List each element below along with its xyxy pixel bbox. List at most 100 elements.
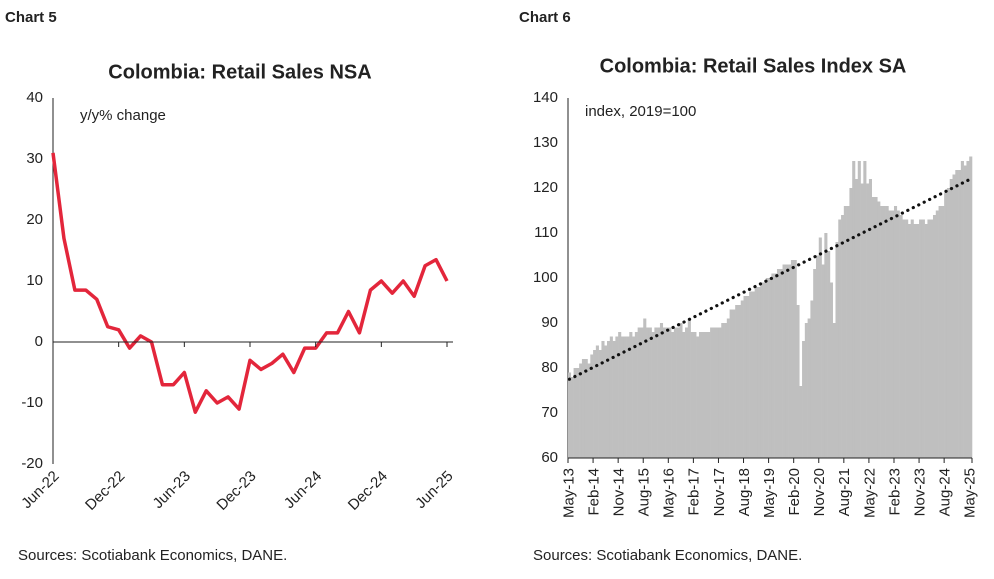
bar xyxy=(573,368,577,458)
bar xyxy=(955,170,959,458)
bar xyxy=(907,224,912,458)
source: Sources: Scotiabank Economics, DANE. xyxy=(18,547,287,564)
bar xyxy=(659,323,664,458)
y-tick-label: 60 xyxy=(541,449,558,466)
bar xyxy=(679,323,683,458)
bar xyxy=(693,332,697,458)
bar xyxy=(732,309,736,458)
bar xyxy=(673,327,677,458)
bar xyxy=(779,269,783,458)
bar xyxy=(857,161,861,458)
bar xyxy=(960,161,964,458)
bar xyxy=(774,273,778,458)
bar xyxy=(824,233,828,458)
x-tick-label: Feb-14 xyxy=(585,468,602,516)
bar xyxy=(581,359,586,458)
bar xyxy=(841,215,845,458)
bar xyxy=(913,224,917,458)
bar xyxy=(634,332,638,458)
bar xyxy=(765,278,769,458)
bar xyxy=(921,219,925,458)
bar xyxy=(749,291,753,458)
bar xyxy=(654,327,658,458)
bar xyxy=(696,336,700,458)
bar xyxy=(726,318,730,458)
bar xyxy=(712,327,716,458)
bar xyxy=(866,183,870,458)
bar xyxy=(570,377,574,458)
bar xyxy=(829,282,833,458)
bar xyxy=(790,260,794,458)
bar xyxy=(827,251,831,458)
bar xyxy=(958,170,962,458)
x-tick-label: Aug-21 xyxy=(836,468,853,516)
bar xyxy=(810,300,814,458)
bar xyxy=(946,188,951,458)
bar xyxy=(609,336,613,458)
bar xyxy=(860,183,864,458)
bar xyxy=(646,327,650,458)
bar xyxy=(924,224,928,458)
bar xyxy=(796,305,800,458)
y-tick-label: 40 xyxy=(26,89,43,106)
bar xyxy=(782,264,786,458)
x-tick-label: Jun-22 xyxy=(18,468,62,512)
bar xyxy=(938,206,942,458)
bar xyxy=(932,215,937,458)
bar xyxy=(615,336,619,458)
x-tick-label: Nov-17 xyxy=(711,468,728,516)
bar xyxy=(835,242,839,458)
bar xyxy=(718,327,722,458)
source: Sources: Scotiabank Economics, DANE. xyxy=(533,547,802,564)
x-tick-label: May-25 xyxy=(962,468,979,518)
bar xyxy=(882,206,886,458)
bar xyxy=(612,341,616,458)
bar xyxy=(757,287,761,458)
bar xyxy=(620,336,625,458)
bar xyxy=(941,206,945,458)
bar xyxy=(849,188,853,458)
line xyxy=(51,152,449,414)
bar xyxy=(623,336,627,458)
x-tick-label: Dec-23 xyxy=(213,468,259,514)
bar xyxy=(629,332,633,458)
bar xyxy=(813,269,817,458)
axis-note: y/y% change xyxy=(80,107,166,124)
chart-label: Chart 5 xyxy=(5,9,57,26)
bar xyxy=(607,341,611,458)
bar xyxy=(707,332,711,458)
bar xyxy=(763,282,767,458)
bar xyxy=(969,156,973,458)
bar xyxy=(902,219,906,458)
x-tick-label: May-16 xyxy=(661,468,678,518)
x-tick-label: Feb-23 xyxy=(886,468,903,516)
y-tick-label: 0 xyxy=(35,333,43,350)
bar xyxy=(799,386,803,458)
bar xyxy=(668,327,672,458)
x-tick-label: Aug-18 xyxy=(736,468,753,516)
bar xyxy=(788,264,792,458)
bar xyxy=(916,224,920,458)
bar xyxy=(963,165,967,458)
bar xyxy=(838,219,842,458)
bar xyxy=(590,354,594,458)
x-tick-label: Dec-22 xyxy=(82,468,128,514)
bar xyxy=(771,273,775,458)
axis-note: index, 2019=100 xyxy=(585,103,696,120)
bar xyxy=(760,282,764,458)
bar xyxy=(568,372,572,458)
x-tick-label: Nov-14 xyxy=(611,468,628,516)
bar xyxy=(919,219,923,458)
bar xyxy=(877,201,881,458)
x-tick-label: Nov-20 xyxy=(811,468,828,516)
bar xyxy=(854,179,859,458)
bar xyxy=(721,323,725,458)
bar xyxy=(910,219,914,458)
bar xyxy=(944,192,948,458)
bar xyxy=(740,300,744,458)
bar xyxy=(701,332,705,458)
bar xyxy=(737,305,742,458)
bar xyxy=(729,309,733,458)
bar xyxy=(735,305,739,458)
